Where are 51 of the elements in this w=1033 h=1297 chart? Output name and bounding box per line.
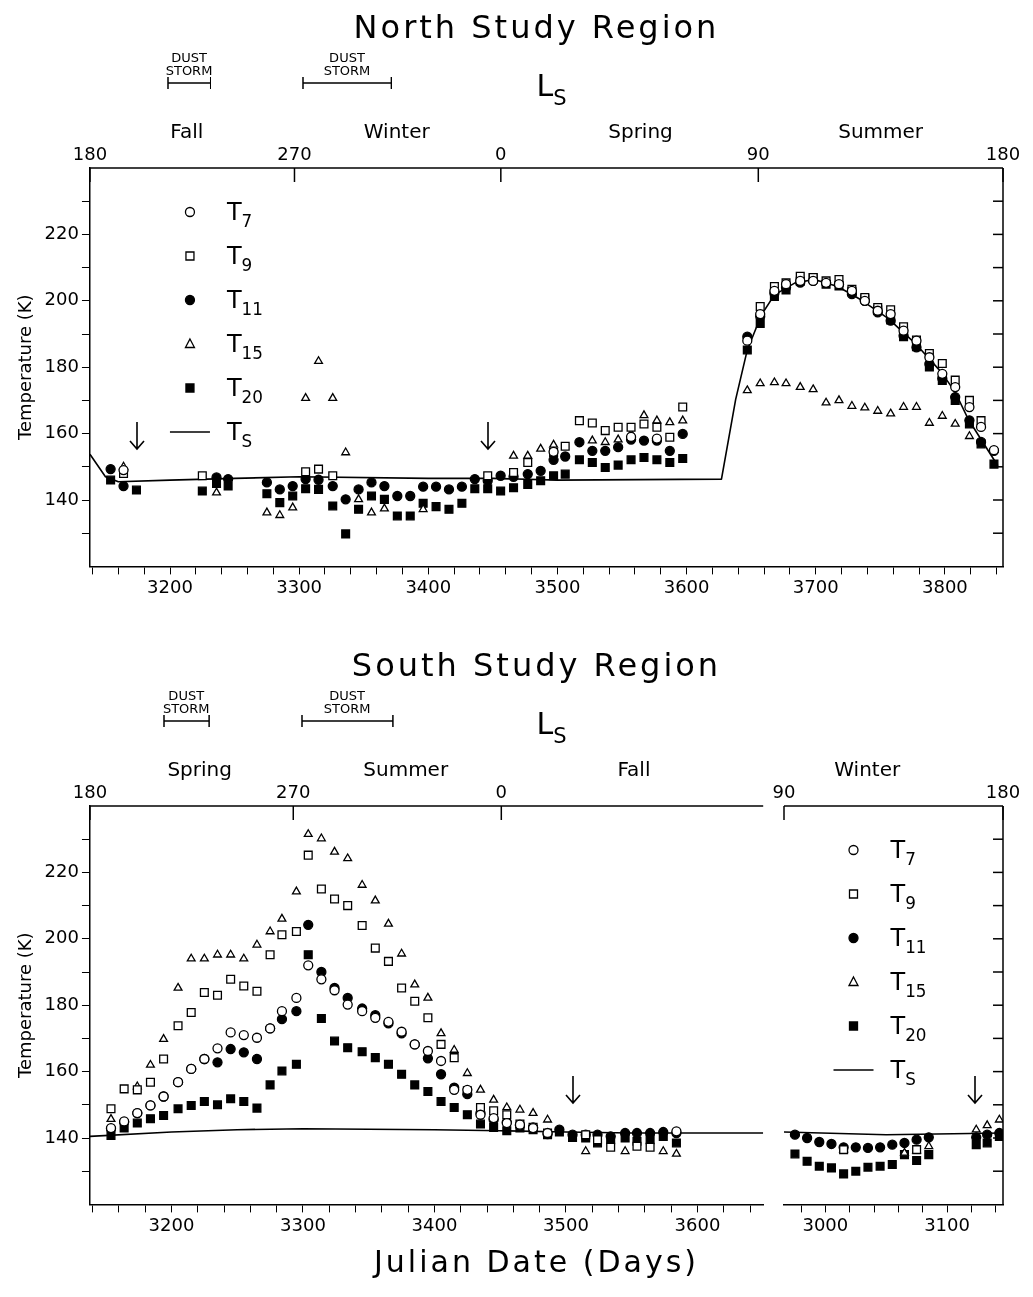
y-axis-title: Temperature (K) [14,294,36,441]
x-tick-label: 3400 [405,575,452,597]
text: DUST STORM [323,50,371,78]
text: 90 [746,143,770,164]
x-tick-label: 3500 [543,1213,589,1235]
x-tick-label: 3300 [280,1213,326,1235]
chart-title: South Study Region [350,646,723,684]
text: Spring [608,119,673,143]
y-tick-label: 140 [44,1125,79,1147]
x-tick-label: 3100 [924,1213,970,1235]
y-tick-label: 220 [44,860,79,882]
text: 270 [277,143,312,164]
text: Summer [363,757,449,781]
y-axis-title: Temperature (K) [14,932,36,1079]
x-tick-label: 3300 [276,575,323,597]
x-tick-label: 3600 [663,575,710,597]
text: Summer [838,119,924,143]
text: Winter [834,757,901,781]
text: 180 [72,143,108,164]
text: 180 [985,143,1021,164]
x-axis-title: Julian Date (Days) [371,1244,700,1279]
x-tick-label: 3800 [921,575,968,597]
y-tick-label: 160 [44,421,79,443]
text: 0 [495,143,507,164]
text: 0 [495,781,508,802]
x-tick-label: 3200 [148,1213,195,1235]
x-tick-label: 3700 [792,575,839,597]
y-tick-label: 180 [44,992,79,1014]
x-tick-label: 3200 [147,575,193,597]
text: Fall [617,757,651,781]
y-tick-label: 140 [44,487,79,509]
y-tick-label: 220 [44,222,79,244]
text: DUST STORM [162,688,210,716]
text: Spring [167,757,232,781]
text: 180 [72,781,108,802]
text: 180 [985,781,1021,802]
text: DUST STORM [323,688,371,716]
x-tick-label: 3000 [802,1213,849,1235]
text: Fall [170,119,204,143]
text: 90 [772,781,796,802]
text: Winter [363,119,431,143]
y-tick-label: 200 [44,926,79,948]
x-tick-label: 3400 [411,1213,458,1235]
x-tick-label: 3500 [534,575,581,597]
text: DUST STORM [165,50,213,78]
y-tick-label: 180 [44,354,79,376]
y-tick-label: 200 [44,288,79,310]
x-tick-label: 3600 [674,1213,721,1235]
chart-title: North Study Region [352,8,721,46]
text: 270 [276,781,311,802]
y-tick-label: 160 [44,1059,79,1081]
